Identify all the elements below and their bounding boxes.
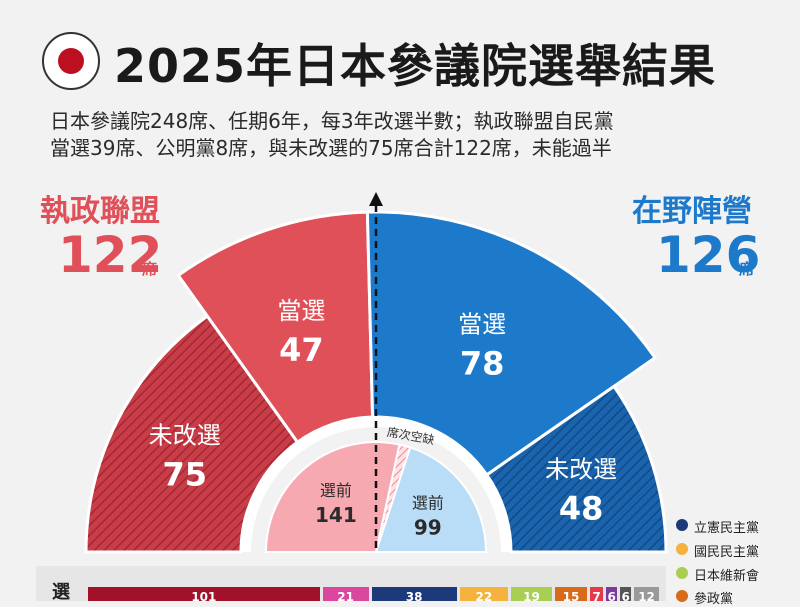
inner-chart [264,441,488,553]
legend-dot-icon [676,567,688,579]
legend-dot-icon [676,590,688,602]
inner-label: 選前 [320,481,352,500]
party-bar-segment: 6 [620,587,632,601]
inner-value: 99 [414,515,442,539]
segment-value: 48 [559,490,604,528]
subtitle-line-1: 日本參議院248席、任期6年，每3年改選半數；執政聯盟自民黨 [50,109,614,133]
seat-segment [365,210,658,477]
inner-label: 選前 [412,493,444,512]
segment-label: 當選 [277,297,325,325]
party-bar-segment: 101 [88,587,320,601]
segment-value: 47 [279,331,324,369]
pre-election-segment [374,446,488,553]
party-bar-segment: 38 [371,587,457,601]
red-sun-icon [58,48,84,74]
opposition-unit: 席 [739,260,755,278]
subtitle-line-2: 當選39席、公明黨8席，與未改選的75席合計122席，未能過半 [50,136,612,160]
ruling-coalition-label: 執政聯盟 [40,194,160,229]
ruling-coalition-unit: 席 [142,260,158,278]
opposition-seats: 126 [656,226,761,284]
party-bar-segment: 7 [589,587,604,601]
party-bar-segment: 12 [634,587,659,601]
legend-dot-icon [676,519,688,531]
segment-label: 未改選 [545,456,617,484]
opposition-label: 在野陣營 [632,194,752,229]
results-strip-heading: 選 [52,582,70,603]
majority-arrow-icon [369,192,383,206]
ruling-coalition-seats: 122 [58,226,163,284]
party-bar-segment: 19 [510,587,553,601]
party-bar-segment: 15 [555,587,587,601]
party-bar-segment: 21 [322,587,369,601]
party-bar-segment: 22 [459,587,508,601]
pre-election-segment [264,441,401,553]
japan-flag-icon [42,32,100,90]
chart-segments [84,210,668,554]
segment-label: 當選 [458,310,506,338]
subtitle: 日本參議院248席、任期6年，每3年改選半數；執政聯盟自民黨 當選39席、公明黨… [50,108,690,162]
legend-label: 參政黨 [694,592,734,607]
legend-dot-icon [676,543,688,555]
segment-label: 未改選 [149,422,221,450]
segment-value: 75 [163,456,208,494]
party-bar-segment: 6 [606,587,618,601]
legend-label: 日本維新會 [694,569,760,584]
page-title: 2025年日本參議院選舉結果 [114,39,717,93]
legend-label: 立憲民主黨 [694,521,760,536]
inner-value: 141 [315,503,357,527]
legend-label: 國民民主黨 [694,545,760,560]
segment-value: 78 [460,344,505,382]
